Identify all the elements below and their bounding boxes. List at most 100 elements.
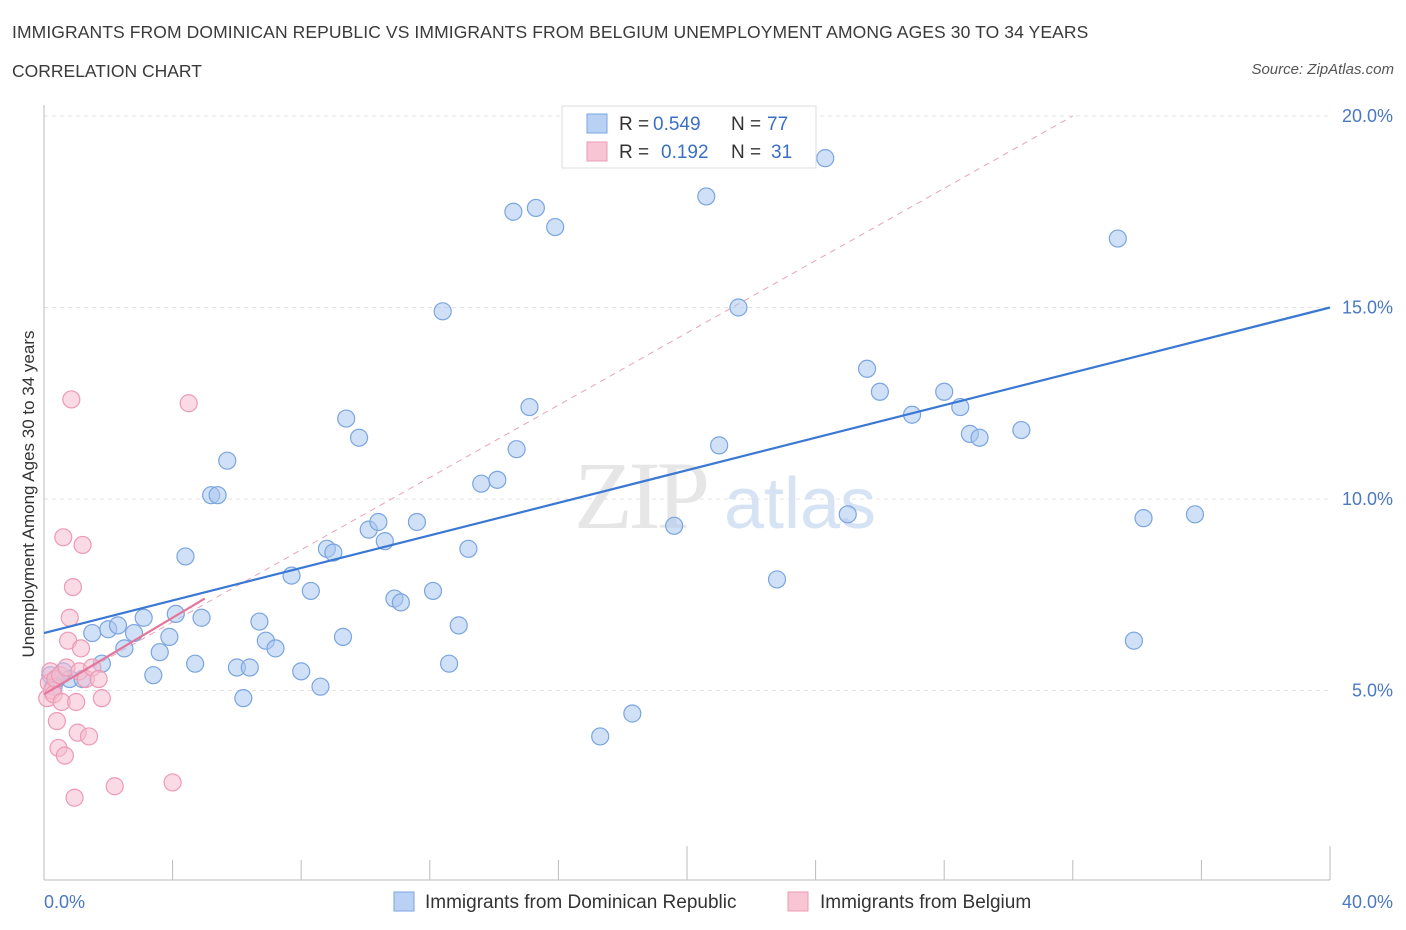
dominican-point-44 xyxy=(423,581,443,601)
dominican-point-30 xyxy=(292,662,311,681)
dominican-point-15 xyxy=(160,627,179,646)
dominican-point-74 xyxy=(1124,631,1143,650)
belgium-point-17 xyxy=(65,788,84,807)
belgium-point-29 xyxy=(163,773,182,792)
dominican-point-21 xyxy=(208,486,227,505)
dominican-point-53 xyxy=(520,397,539,417)
dominican-point-71 xyxy=(970,428,989,447)
belgium-point-24 xyxy=(79,727,99,746)
belgium-point-22 xyxy=(73,535,92,555)
dominican-point-19 xyxy=(192,608,211,627)
belgium-point-18 xyxy=(67,692,86,712)
dominican-point-64 xyxy=(838,505,857,524)
svg-text:ZIP: ZIP xyxy=(574,442,707,549)
dominican-point-56 xyxy=(591,727,610,746)
dominican-point-28 xyxy=(266,639,285,658)
dominican-point-6 xyxy=(83,623,102,643)
y-tick-label-3: 20.0% xyxy=(1342,106,1393,126)
dominican-point-18 xyxy=(186,654,205,673)
bottom-legend-swatch-dominican xyxy=(393,891,415,912)
watermark: ZIP atlas xyxy=(574,442,876,549)
dominican-point-37 xyxy=(349,428,369,447)
dominican-point-47 xyxy=(449,616,468,635)
dominican-point-25 xyxy=(240,658,259,677)
dominican-point-43 xyxy=(407,512,427,532)
dominican-point-63 xyxy=(816,149,835,168)
legend-r-label-1: R = xyxy=(619,114,649,135)
y-tick-label-0: 5.0% xyxy=(1352,681,1393,701)
tick-labels: 5.0% 10.0% 15.0% 20.0% 0.0% 40.0% xyxy=(44,106,1393,912)
bottom-legend-label-dominican: Immigrants from Dominican Republic xyxy=(425,892,737,913)
dominican-point-13 xyxy=(144,666,163,685)
legend-n-value-1: 77 xyxy=(767,114,788,135)
belgium-point-27 xyxy=(92,689,111,708)
dominican-point-58 xyxy=(665,516,684,535)
dominican-point-68 xyxy=(935,382,954,401)
dominican-point-51 xyxy=(504,202,523,221)
belgium-point-14 xyxy=(60,608,79,627)
dominican-point-42 xyxy=(391,593,410,612)
axes xyxy=(43,105,1331,881)
dominican-point-35 xyxy=(333,627,353,646)
belgium-dashed-projection xyxy=(43,115,1074,695)
dominican-point-45 xyxy=(433,302,452,321)
chart-subtitle: CORRELATION CHART xyxy=(12,61,202,81)
belgium-point-21 xyxy=(71,639,91,658)
svg-text:atlas: atlas xyxy=(724,464,876,544)
y-tick-label-2: 15.0% xyxy=(1342,298,1393,318)
dominican-point-48 xyxy=(459,539,478,558)
dominican-point-39 xyxy=(369,512,388,532)
dominican-point-12 xyxy=(134,608,153,627)
legend-n-value-2: 31 xyxy=(771,142,792,163)
dominican-point-26 xyxy=(250,612,269,631)
dominican-point-17 xyxy=(176,547,195,566)
dominican-point-34 xyxy=(324,543,343,562)
dominican-point-31 xyxy=(301,581,320,601)
bottom-legend-swatch-belgium xyxy=(787,891,809,912)
dominican-point-52 xyxy=(507,440,526,459)
dominican-point-65 xyxy=(857,359,877,378)
dominican-point-46 xyxy=(439,654,459,673)
trend-lines xyxy=(43,306,1331,696)
dominican-point-72 xyxy=(1012,420,1031,440)
dominican-point-54 xyxy=(526,198,545,218)
dominican-point-36 xyxy=(337,409,356,428)
legend-r-value-2: 0.192 xyxy=(661,142,709,163)
dominican-point-14 xyxy=(150,643,169,662)
legend-r-value-1: 0.549 xyxy=(653,114,701,135)
dominican-point-59 xyxy=(697,187,716,206)
dominican-point-32 xyxy=(311,677,330,696)
dominican-point-73 xyxy=(1108,229,1127,248)
legend-n-label-2: N = xyxy=(731,142,761,163)
gridlines xyxy=(44,115,1330,691)
chart-title: IMMIGRANTS FROM DOMINICAN REPUBLIC VS IM… xyxy=(12,22,1089,42)
belgium-dashed-trend xyxy=(43,115,1074,695)
y-tick-label-1: 10.0% xyxy=(1342,489,1393,509)
belgium-point-6 xyxy=(47,712,66,731)
legend-swatch-dominican xyxy=(586,113,608,134)
belgium-points xyxy=(38,390,198,807)
belgium-point-16 xyxy=(63,577,83,597)
dominican-point-60 xyxy=(710,436,729,455)
belgium-trend-line xyxy=(43,597,206,696)
dominican-trend-line xyxy=(43,306,1331,635)
y-axis-title: Unemployment Among Ages 30 to 34 years xyxy=(19,331,38,658)
belgium-point-10 xyxy=(54,528,73,547)
x-tick-label-max: 40.0% xyxy=(1342,892,1393,912)
dominican-point-57 xyxy=(623,704,642,723)
dominican-point-22 xyxy=(218,451,237,470)
dominican-point-75 xyxy=(1134,509,1153,528)
bottom-legend: Immigrants from Dominican Republic Immig… xyxy=(393,891,1031,913)
belgium-point-28 xyxy=(105,777,124,796)
x-tick-label-min: 0.0% xyxy=(44,892,85,912)
dominican-point-66 xyxy=(870,382,890,401)
bottom-legend-label-belgium: Immigrants from Belgium xyxy=(820,892,1031,913)
chart-source: Source: ZipAtlas.com xyxy=(1251,61,1394,78)
belgium-point-11 xyxy=(55,746,74,765)
dominican-point-9 xyxy=(108,616,128,635)
legend-n-label-1: N = xyxy=(731,114,761,135)
legend-swatch-belgium xyxy=(586,141,608,162)
belgium-point-15 xyxy=(62,390,81,409)
dominican-point-11 xyxy=(124,623,144,643)
